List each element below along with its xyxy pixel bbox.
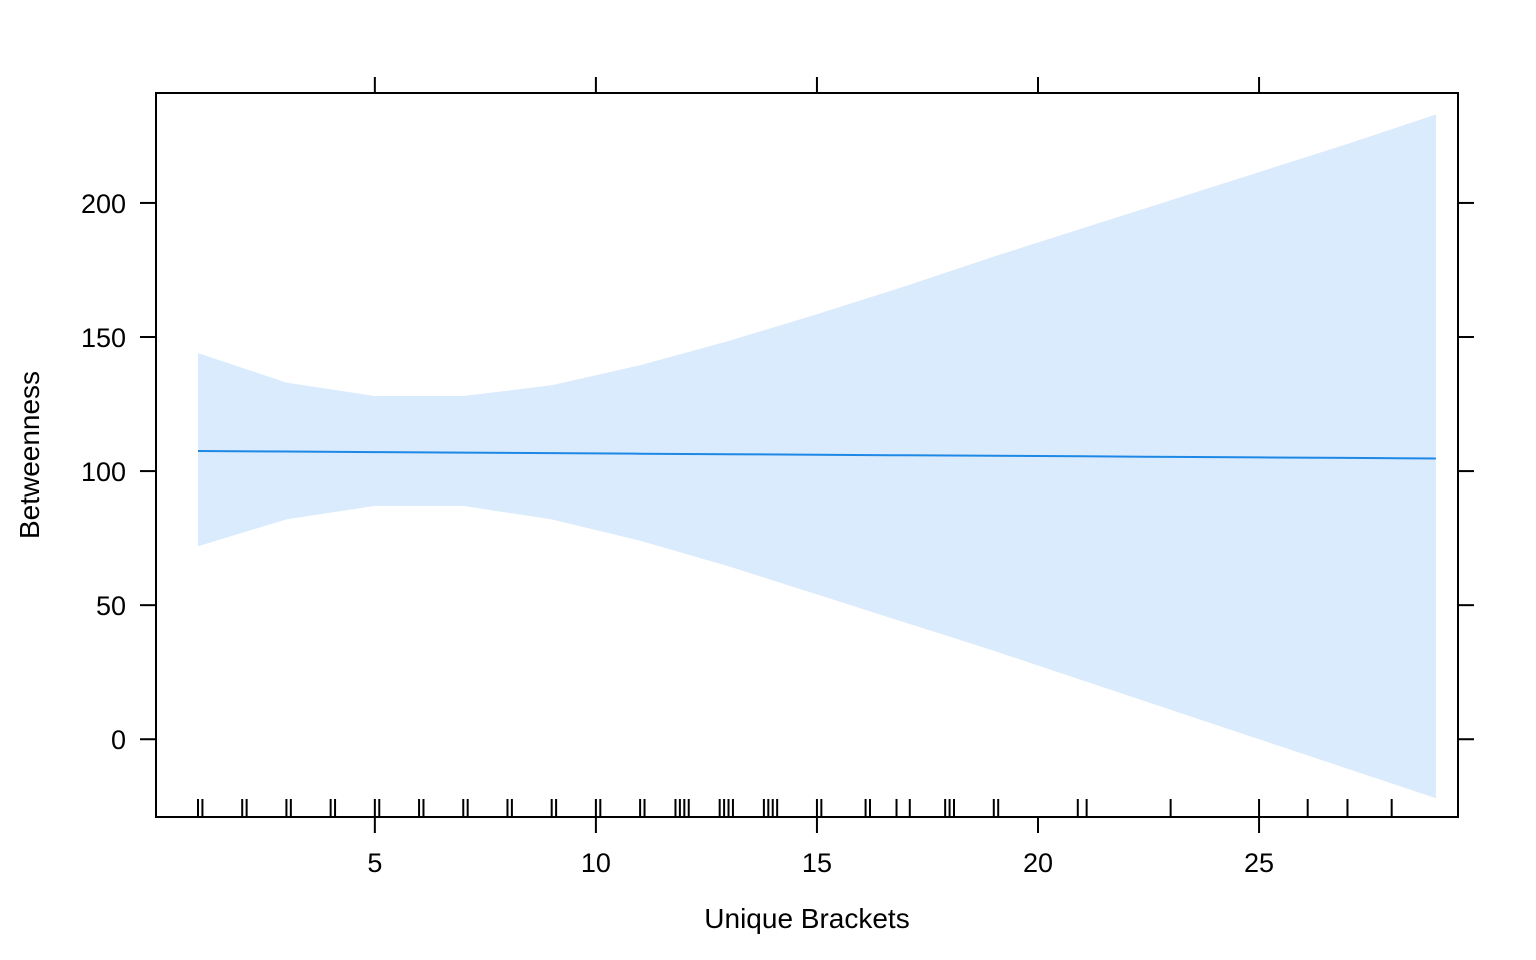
y-tick-label: 150 [81, 323, 126, 353]
x-tick-label: 20 [1023, 848, 1053, 878]
y-axis-title: Betweenness [14, 371, 45, 539]
fit-line [197, 450, 1436, 460]
confidence-band-layer [198, 114, 1436, 799]
y-tick-label: 50 [96, 591, 126, 621]
rug-layer [197, 799, 1393, 817]
y-axis: 0 50 100 150 200 [81, 189, 1474, 755]
x-axis: 5 10 15 20 25 [367, 77, 1274, 878]
y-tick-label: 200 [81, 189, 126, 219]
y-tick-label: 0 [111, 725, 126, 755]
fit-line-layer [197, 450, 1436, 460]
x-tick-label: 25 [1244, 848, 1274, 878]
confidence-band [198, 114, 1436, 799]
x-axis-title: Unique Brackets [704, 903, 909, 934]
plot-frame [155, 92, 1459, 818]
x-tick-label: 10 [581, 848, 611, 878]
x-tick-label: 15 [802, 848, 832, 878]
x-tick-label: 5 [367, 848, 382, 878]
y-tick-label: 100 [81, 457, 126, 487]
